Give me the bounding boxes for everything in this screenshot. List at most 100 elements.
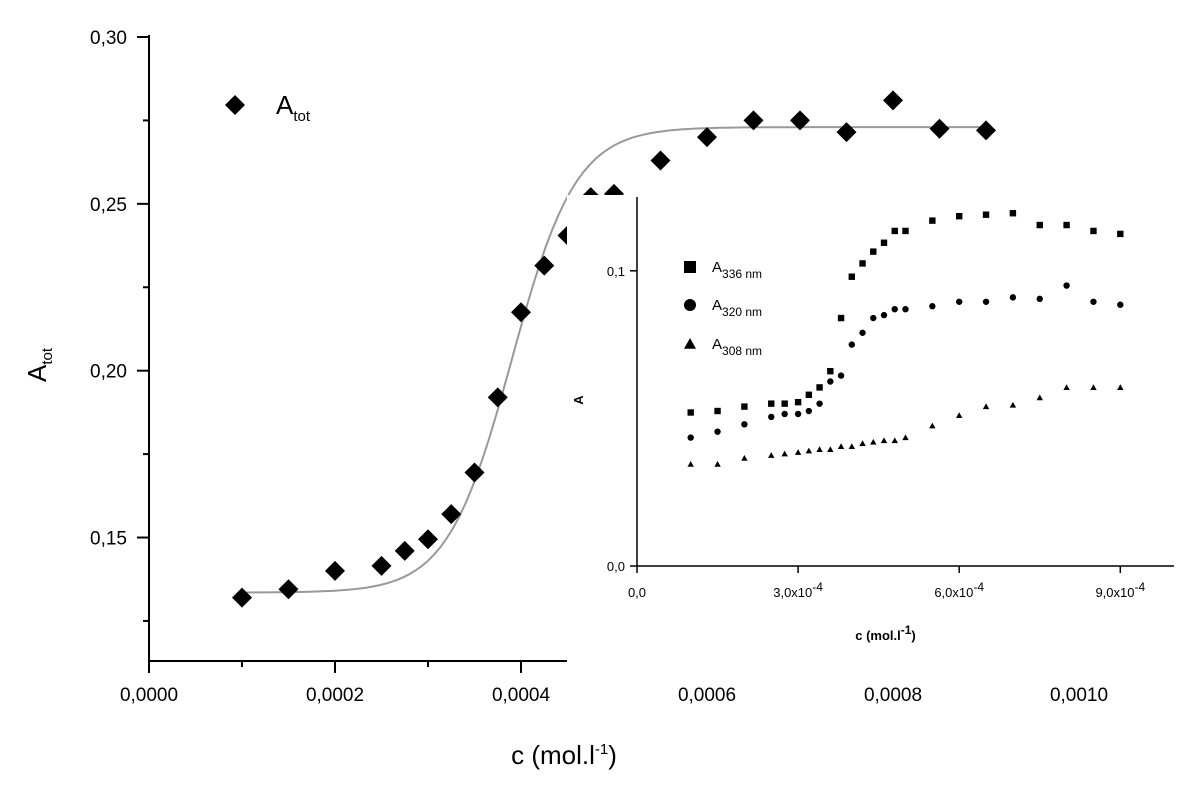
main-x-tick-label: 0,0006 — [678, 685, 736, 706]
main-y-tick-label: 0,30 — [90, 28, 127, 49]
inset-data-point-circle — [794, 410, 802, 418]
inset-data-point-circle — [714, 428, 721, 435]
inset-data-point-circle — [880, 311, 888, 319]
inset-x-tick-label: 3,0x10-4 — [773, 580, 823, 600]
inset-data-point-square — [687, 409, 694, 416]
inset-data-point-circle — [1063, 282, 1070, 289]
inset-data-point-triangle — [1063, 384, 1070, 390]
main-legend-label: Atot — [276, 90, 311, 125]
main-fit-curve — [242, 126, 986, 594]
main-y-tick-label: 0,15 — [90, 529, 127, 550]
main-legend-label-base: A — [276, 90, 294, 120]
inset-data-point-circle — [837, 372, 845, 379]
inset-data-point-circle — [1009, 294, 1017, 301]
main-data-point — [232, 587, 252, 608]
inset-data-point-circle — [902, 305, 909, 313]
main-x-tick-label: 0,0004 — [492, 685, 551, 706]
inset-data-point-square — [859, 260, 866, 267]
inset-data-point-triangle — [902, 434, 909, 441]
inset-legend-label-sub: 336 nm — [722, 267, 762, 281]
inset-data-point-square — [902, 227, 909, 235]
inset-data-point-triangle — [1090, 384, 1097, 390]
inset-x-axis-title-end: ) — [911, 628, 915, 643]
inset-data-point-circle — [781, 410, 788, 418]
main-x-axis-title-end: ) — [608, 740, 617, 770]
inset-data-point-circle — [805, 407, 813, 415]
inset-data-point-circle — [956, 298, 963, 305]
inset-data-point-square — [891, 227, 898, 235]
inset-data-point-square — [768, 400, 775, 407]
main-data-point — [976, 120, 996, 141]
inset-data-point-triangle — [870, 438, 877, 445]
inset-data-point-triangle — [891, 437, 898, 444]
main-x-axis-title-base: c (mol.l — [511, 740, 595, 770]
inset-data-point-circle — [768, 413, 775, 421]
inset-data-point-triangle — [687, 460, 694, 467]
inset-x-axis-title-sup: -1 — [901, 623, 912, 637]
main-data-point — [511, 302, 531, 323]
inset-x-axis-title-base: c (mol.l — [855, 628, 901, 643]
main-data-point — [371, 555, 392, 576]
inset-data-point-square — [816, 384, 823, 391]
inset-data-point-circle — [848, 341, 855, 348]
inset-x-tick-label-sup: -4 — [812, 580, 823, 594]
inset-legend-label: A320 nm — [712, 297, 762, 319]
main-legend-marker — [225, 95, 245, 115]
inset-data-point-triangle — [781, 450, 788, 457]
inset-data-point-triangle — [1036, 394, 1043, 401]
main-data-point — [836, 122, 857, 143]
inset-data-point-triangle — [956, 412, 963, 419]
inset-data-point-square — [1036, 221, 1043, 229]
main-data-point — [534, 255, 555, 276]
inset-data-point-triangle — [741, 455, 748, 461]
inset-x-tick-label-sup: -4 — [973, 580, 984, 594]
inset-x-tick-label-base: 9,0x10 — [1095, 585, 1134, 600]
inset-data-point-square — [929, 217, 936, 224]
inset-legend-label: A308 nm — [712, 336, 762, 358]
inset-background — [567, 195, 1184, 674]
main-x-axis-title-sup: -1 — [595, 741, 608, 758]
inset-data-point-triangle — [805, 447, 813, 454]
inset-data-point-triangle — [816, 446, 823, 452]
inset-data-point-circle — [1117, 301, 1124, 308]
main-data-point — [697, 127, 717, 148]
inset-data-point-square — [837, 314, 845, 322]
main-y-tick-label: 0,20 — [90, 362, 127, 383]
main-y-tick-label: 0,25 — [90, 195, 127, 216]
inset-x-tick-label: 6,0x10-4 — [934, 580, 984, 600]
inset-legend-label: A336 nm — [712, 259, 762, 281]
inset-legend-label-sub: 308 nm — [722, 344, 762, 358]
inset-legend-label-base: A — [712, 297, 722, 314]
main-data-point — [883, 90, 903, 111]
inset-data-point-square — [956, 212, 963, 220]
main-data-point — [650, 150, 671, 171]
inset-legend-label-sub: 320 nm — [722, 305, 762, 319]
main-data-point — [325, 560, 345, 581]
inset-data-point-square — [848, 273, 855, 280]
inset-x-tick-label-base: 3,0x10 — [773, 585, 812, 600]
inset-y-tick-label: 0,0 — [607, 559, 625, 574]
main-data-point — [418, 529, 438, 550]
main-data-point — [278, 579, 299, 600]
inset-legend-marker-circle — [684, 299, 696, 311]
inset-data-point-square — [741, 403, 748, 410]
inset-data-point-square — [827, 367, 834, 375]
inset-x-tick-label-base: 6,0x10 — [934, 585, 973, 600]
inset-data-point-triangle — [714, 460, 721, 467]
main-data-point — [487, 387, 508, 408]
inset-legend-label-base: A — [712, 259, 722, 276]
inset-data-point-circle — [687, 434, 694, 441]
main-data-point — [929, 118, 950, 139]
inset-data-point-triangle — [827, 446, 834, 452]
inset-data-point-triangle — [1009, 401, 1017, 408]
main-x-tick-label: 0,0000 — [120, 685, 178, 706]
inset-data-point-circle — [827, 378, 834, 385]
main-x-tick-label: 0,0002 — [306, 685, 364, 706]
inset-y-tick-label: 0,1 — [607, 264, 625, 279]
inset-data-point-square — [794, 398, 802, 406]
inset-data-point-square — [1090, 227, 1097, 235]
inset-data-point-circle — [1036, 295, 1043, 303]
inset-data-point-circle — [1090, 298, 1097, 305]
main-y-axis-title-base: A — [22, 364, 52, 382]
inset-data-point-circle — [982, 298, 990, 305]
